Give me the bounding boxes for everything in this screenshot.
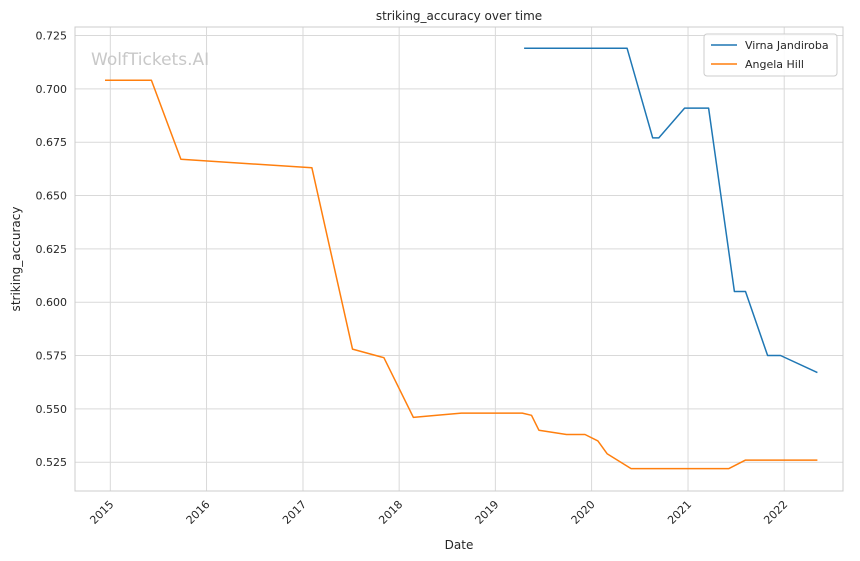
grid — [75, 27, 843, 491]
plot-frame — [74, 26, 844, 492]
series-layer — [105, 47, 818, 470]
y-tick-label: 0.700 — [36, 83, 68, 96]
y-tick-label: 0.675 — [36, 136, 68, 149]
x-tick-labels: 2015 2016 2017 2018 2019 2020 2021 2022 — [87, 498, 790, 527]
y-tick-label: 0.525 — [36, 456, 68, 469]
x-tick-label: 2015 — [87, 498, 116, 527]
legend: Virna Jandiroba Angela Hill — [703, 33, 838, 77]
x-tick-label: 2017 — [280, 498, 309, 527]
legend-label-1: Angela Hill — [745, 58, 804, 71]
x-axis-label: Date — [445, 538, 474, 552]
x-tick-label: 2022 — [761, 498, 790, 527]
series-line-0 — [524, 47, 818, 374]
chart-title: striking_accuracy over time — [376, 9, 542, 23]
x-tick-label: 2021 — [665, 498, 694, 527]
x-tick-label: 2019 — [473, 498, 502, 527]
y-tick-label: 0.600 — [36, 296, 68, 309]
y-tick-labels: 0.525 0.550 0.575 0.600 0.625 0.650 0.675 0.700… — [36, 30, 68, 470]
y-tick-label: 0.625 — [36, 243, 68, 256]
series-line-1 — [105, 79, 818, 470]
x-tick-label: 2020 — [569, 498, 598, 527]
legend-box — [703, 33, 838, 77]
x-tick-label: 2018 — [376, 498, 405, 527]
watermark: WolfTickets.AI — [91, 50, 209, 70]
y-axis-label: striking_accuracy — [9, 207, 23, 312]
legend-label-0: Virna Jandiroba — [745, 39, 829, 52]
y-tick-label: 0.550 — [36, 403, 68, 416]
y-tick-label: 0.575 — [36, 350, 68, 363]
y-tick-label: 0.725 — [36, 30, 68, 43]
y-tick-label: 0.650 — [36, 190, 68, 203]
x-tick-label: 2016 — [184, 498, 213, 527]
